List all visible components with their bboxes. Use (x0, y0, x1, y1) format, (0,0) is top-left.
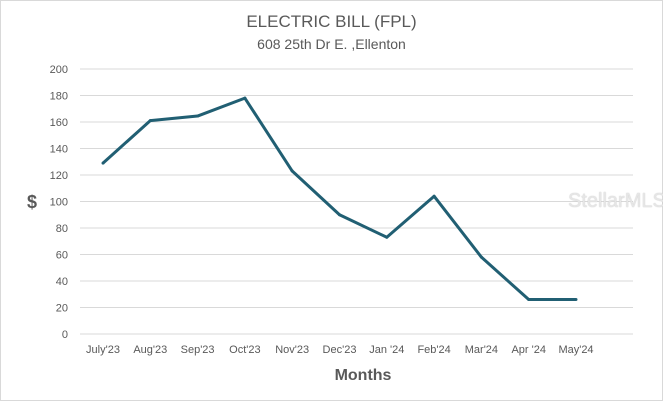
y-tick-label: 40 (56, 276, 68, 288)
y-tick-label: 100 (50, 197, 68, 209)
x-tick-label: July'23 (86, 344, 120, 356)
data-point (432, 194, 436, 198)
data-point (527, 298, 531, 302)
x-tick-label: Mar'24 (465, 344, 498, 356)
x-tick-label: Apr '24 (511, 344, 546, 356)
y-tick-label: 140 (50, 144, 68, 156)
series-line (101, 96, 576, 302)
data-point (101, 161, 105, 165)
chart-title: ELECTRIC BILL (FPL) (246, 12, 417, 31)
x-tick-label: Aug'23 (133, 344, 167, 356)
y-tick-label: 0 (62, 329, 68, 341)
data-point (479, 255, 483, 259)
y-tick-label: 200 (50, 64, 68, 76)
y-tick-label: 60 (56, 250, 68, 262)
watermark: StellarMLS (568, 190, 663, 212)
data-point (243, 96, 247, 100)
y-tick-label: 20 (56, 303, 68, 315)
data-point (338, 213, 341, 217)
x-tick-label: Sep'23 (181, 344, 215, 356)
x-tick-label: Feb'24 (417, 344, 450, 356)
y-tick-label: 120 (50, 170, 68, 182)
x-tick-label: Nov'23 (275, 344, 309, 356)
data-point (196, 114, 200, 118)
x-tick-label: Oct'23 (229, 344, 260, 356)
x-tick-label: Jan '24 (369, 344, 404, 356)
x-axis-title: Months (335, 367, 392, 384)
y-tick-label: 80 (56, 223, 68, 235)
y-tick-label: 160 (50, 117, 68, 129)
y-tick-label: 180 (50, 91, 68, 103)
data-point (148, 119, 152, 123)
x-tick-label: Dec'23 (323, 344, 357, 356)
chart-subtitle: 608 25th Dr E. ,Ellenton (257, 36, 406, 52)
data-point (385, 235, 389, 239)
data-point (290, 169, 294, 173)
y-axis-title: $ (27, 192, 37, 212)
data-point (574, 298, 578, 302)
x-tick-label: May'24 (558, 344, 593, 356)
